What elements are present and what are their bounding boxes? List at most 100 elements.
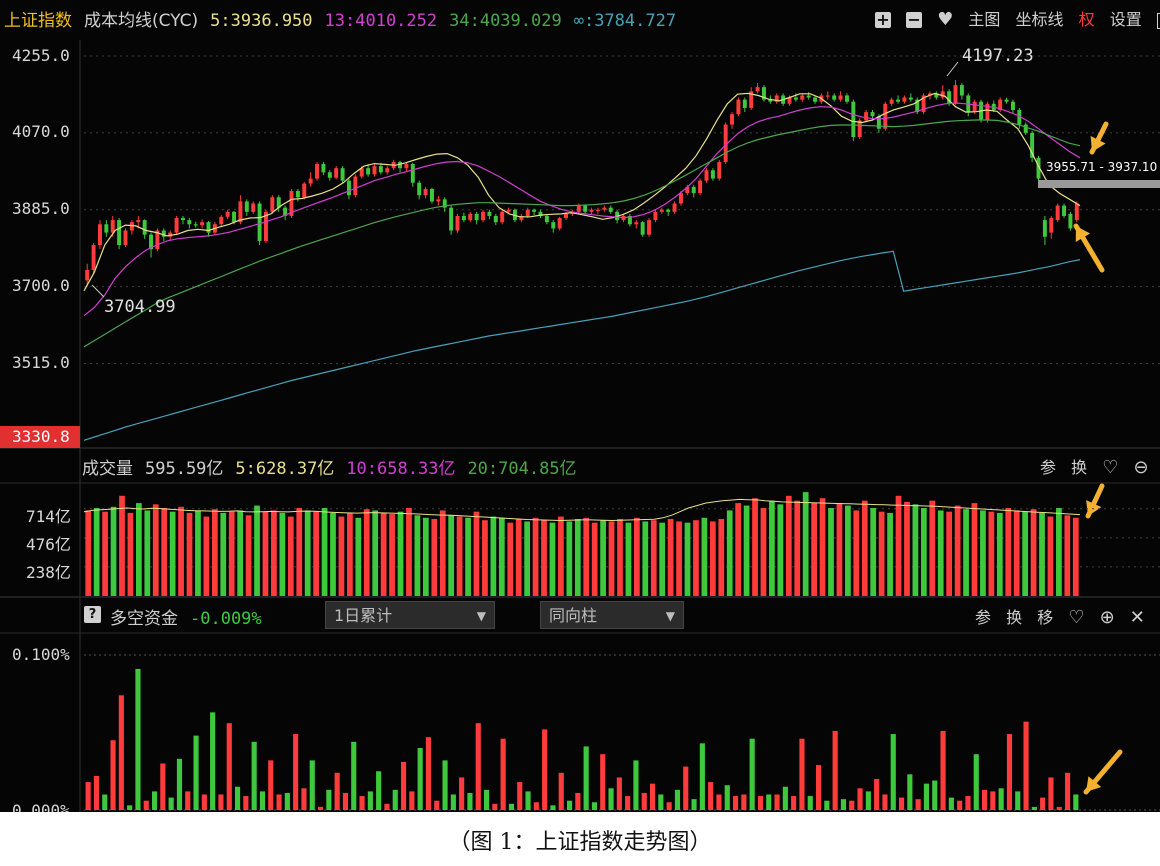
money-param-button[interactable]: 参 bbox=[975, 608, 992, 627]
zoom-in-icon[interactable]: + bbox=[875, 10, 891, 29]
main-chart-button[interactable]: 主图 bbox=[968, 10, 1001, 29]
money-tick-top: 0.100% bbox=[12, 645, 70, 664]
volume-bar bbox=[980, 510, 986, 596]
volume-bar bbox=[110, 506, 117, 596]
candle-body bbox=[742, 99, 747, 108]
candle-body bbox=[1055, 205, 1060, 221]
candle-body bbox=[174, 218, 179, 233]
candle-body bbox=[525, 209, 530, 216]
candle-body bbox=[378, 166, 383, 173]
crosshair-button[interactable]: 坐标线 bbox=[1015, 10, 1064, 29]
candle-body bbox=[429, 188, 434, 202]
candle-body bbox=[793, 97, 798, 100]
candle-body bbox=[602, 207, 607, 210]
volume-bar bbox=[439, 510, 446, 596]
money-bar bbox=[185, 791, 191, 810]
money-bar bbox=[483, 789, 490, 810]
volume-bar bbox=[304, 510, 311, 596]
accumulation-dropdown[interactable]: 1日累计 ▼ bbox=[325, 601, 495, 629]
bar-mode-dropdown[interactable]: 同向柱 ▼ bbox=[540, 601, 684, 629]
money-bar bbox=[807, 796, 813, 810]
money-switch-button[interactable]: 换 bbox=[1006, 608, 1023, 627]
candle-body bbox=[129, 222, 134, 231]
candle-body bbox=[232, 211, 237, 223]
money-bar bbox=[1048, 777, 1054, 810]
money-favorite-heart-icon[interactable]: ♡ bbox=[1068, 607, 1085, 628]
volume-bar bbox=[135, 503, 142, 596]
money-bar bbox=[409, 791, 415, 810]
ma-inf-value: ∞:3784.727 bbox=[573, 11, 677, 31]
volume-bar bbox=[169, 511, 176, 596]
volume-switch-button[interactable]: 换 bbox=[1071, 458, 1088, 477]
index-name[interactable]: 上证指数 bbox=[4, 11, 72, 31]
money-bar bbox=[85, 782, 91, 810]
volume-bar bbox=[659, 522, 666, 596]
favorite-heart-icon[interactable]: ♥ bbox=[937, 9, 954, 30]
volume-param-button[interactable]: 参 bbox=[1040, 458, 1057, 477]
volume-bar bbox=[996, 512, 1003, 596]
money-bar bbox=[1056, 806, 1062, 810]
money-zoom-in-icon[interactable]: ⊕ bbox=[1099, 607, 1115, 628]
candle-body bbox=[257, 203, 262, 241]
money-bar bbox=[1073, 794, 1079, 810]
money-bar bbox=[965, 796, 971, 810]
money-bar bbox=[1064, 772, 1071, 810]
volume-favorite-heart-icon[interactable]: ♡ bbox=[1102, 457, 1119, 478]
candle-body bbox=[1042, 220, 1047, 237]
candle-body bbox=[359, 168, 364, 177]
candle-body bbox=[800, 95, 805, 100]
money-bar bbox=[259, 791, 266, 810]
volume-bar bbox=[726, 510, 733, 596]
money-title[interactable]: 多空资金 bbox=[110, 609, 178, 629]
volume-toolbar: 参 换 ♡ ⊖ bbox=[1030, 454, 1149, 478]
volume-bar bbox=[693, 520, 699, 596]
money-bar bbox=[168, 797, 174, 810]
money-bar bbox=[824, 800, 830, 810]
volume-zoom-out-icon[interactable]: ⊖ bbox=[1133, 457, 1149, 478]
candle-body bbox=[187, 220, 192, 225]
candle-body bbox=[921, 95, 926, 113]
money-bar bbox=[990, 791, 996, 810]
candle-body bbox=[353, 176, 358, 196]
money-bar bbox=[674, 789, 681, 810]
volume-bar bbox=[667, 519, 674, 596]
money-bar bbox=[774, 794, 780, 810]
volume-bar bbox=[608, 521, 615, 596]
close-icon[interactable]: ✕ bbox=[1129, 607, 1145, 628]
settings-button[interactable]: 设置 bbox=[1109, 10, 1142, 29]
volume-bar bbox=[245, 515, 252, 596]
volume-bar bbox=[633, 517, 640, 596]
candle-body bbox=[717, 161, 722, 179]
candle-body bbox=[436, 199, 441, 202]
money-bar bbox=[118, 695, 124, 810]
money-bar bbox=[815, 765, 822, 810]
candle-body bbox=[519, 215, 524, 221]
candle-body bbox=[251, 203, 256, 212]
money-bar bbox=[641, 792, 647, 810]
volume-bar bbox=[490, 516, 497, 596]
candle-body bbox=[487, 211, 492, 216]
volume-bar bbox=[422, 517, 429, 596]
volume-bar bbox=[127, 512, 134, 596]
volume-ma-line-5 bbox=[83, 498, 1081, 522]
volume-bar bbox=[456, 516, 463, 596]
volume-bar bbox=[642, 521, 649, 596]
money-move-button[interactable]: 移 bbox=[1037, 608, 1054, 627]
volume-bar bbox=[338, 516, 345, 596]
money-help-icon[interactable]: ? bbox=[84, 606, 101, 623]
rights-button[interactable]: 权 bbox=[1078, 10, 1095, 29]
money-bar bbox=[882, 794, 888, 810]
zoom-out-icon[interactable]: − bbox=[906, 10, 923, 29]
money-bar bbox=[658, 794, 664, 810]
indicator-name[interactable]: 成本均线(CYC) bbox=[84, 11, 199, 31]
money-bar bbox=[334, 772, 340, 810]
volume-bar bbox=[296, 508, 303, 596]
candle-body bbox=[340, 168, 345, 181]
candle-body bbox=[647, 220, 652, 235]
money-bar bbox=[708, 782, 714, 810]
volume-bar bbox=[211, 509, 218, 596]
volume-bar bbox=[262, 511, 269, 596]
volume-title[interactable]: 成交量 bbox=[82, 459, 133, 479]
volume-bar bbox=[532, 517, 539, 596]
candle-body bbox=[813, 97, 818, 102]
